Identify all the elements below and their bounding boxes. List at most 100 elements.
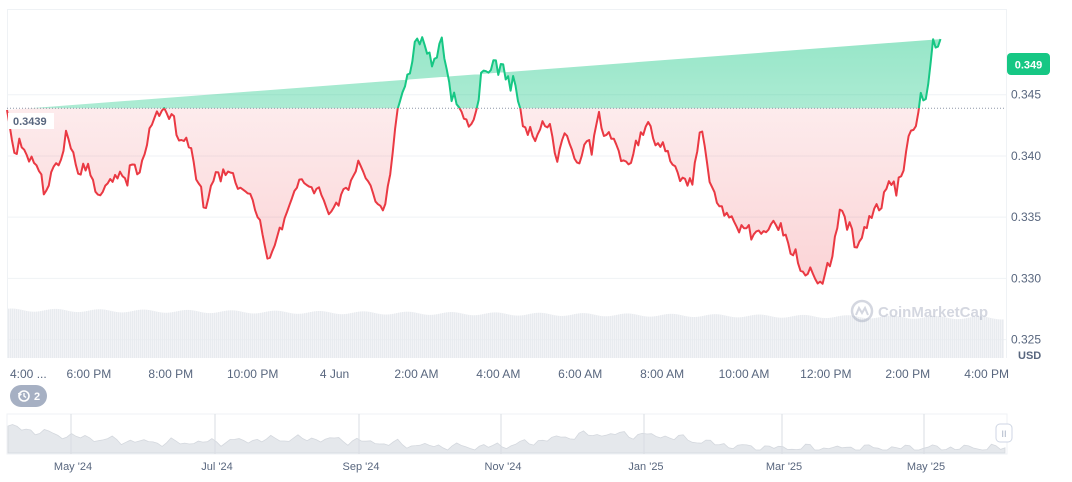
volume-bar bbox=[946, 317, 948, 358]
volume-bar bbox=[902, 317, 904, 358]
volume-bar bbox=[486, 313, 488, 358]
volume-bar bbox=[928, 316, 930, 358]
volume-bar bbox=[338, 314, 340, 358]
volume-bar bbox=[828, 317, 830, 358]
volume-bar bbox=[986, 317, 988, 358]
volume-bar bbox=[540, 312, 542, 358]
volume-bar bbox=[336, 313, 338, 358]
navigator-handle[interactable]: II bbox=[995, 423, 1013, 443]
volume-bar bbox=[660, 315, 662, 358]
volume-bar bbox=[158, 312, 160, 358]
volume-bar bbox=[778, 317, 780, 358]
range-navigator[interactable]: II May '24 Jul '24 Sep '24 Nov '24 Jan '25 Ma… bbox=[6, 413, 1013, 473]
volume-bar bbox=[824, 318, 826, 358]
volume-bar bbox=[530, 313, 532, 358]
volume-bar bbox=[658, 315, 660, 358]
volume-bar bbox=[760, 314, 762, 358]
volume-bar bbox=[652, 316, 654, 358]
volume-bar bbox=[260, 312, 262, 358]
navigator-handle-label[interactable]: II bbox=[1001, 429, 1006, 439]
volume-bar bbox=[918, 318, 920, 358]
volume-bar bbox=[950, 318, 952, 358]
volume-bar bbox=[862, 317, 864, 358]
volume-bar bbox=[534, 313, 536, 358]
volume-bar bbox=[52, 308, 54, 358]
volume-bar bbox=[332, 313, 334, 358]
volume-bar bbox=[290, 313, 292, 358]
volume-bar bbox=[892, 315, 894, 358]
volume-bar bbox=[100, 309, 102, 358]
volume-bar bbox=[484, 313, 486, 358]
volume-bar bbox=[506, 314, 508, 358]
volume-bar bbox=[528, 314, 530, 358]
volume-bar bbox=[88, 310, 90, 358]
volume-bar bbox=[274, 310, 276, 358]
volume-bar bbox=[12, 308, 14, 358]
volume-bar bbox=[612, 315, 614, 358]
volume-bar bbox=[184, 310, 186, 358]
volume-bar bbox=[64, 310, 66, 358]
volume-bar bbox=[246, 312, 248, 358]
volume-bar bbox=[378, 313, 380, 358]
volume-bar bbox=[374, 312, 376, 358]
price-lines bbox=[6, 36, 942, 285]
volume-bar bbox=[502, 313, 504, 358]
navigator-handle-knob[interactable] bbox=[995, 423, 1013, 443]
volume-bar bbox=[616, 314, 618, 358]
volume-bar bbox=[38, 311, 40, 358]
volume-bar bbox=[134, 310, 136, 358]
volume-bar bbox=[288, 312, 290, 358]
volume-bar bbox=[854, 316, 856, 358]
volume-bar bbox=[186, 309, 188, 358]
volume-bar bbox=[416, 312, 418, 358]
baseline-label-bg bbox=[8, 113, 54, 129]
volume-bar bbox=[460, 313, 462, 358]
events-badge[interactable]: 2 bbox=[10, 385, 47, 407]
volume-bar bbox=[642, 315, 644, 358]
volume-bar bbox=[48, 309, 50, 358]
volume-bar bbox=[252, 313, 254, 358]
volume-bar bbox=[788, 317, 790, 358]
volume-bar bbox=[948, 318, 950, 358]
volume-bar bbox=[454, 312, 456, 358]
volume-bar bbox=[398, 312, 400, 358]
volume-bar bbox=[216, 312, 218, 358]
y-tick-label: 0.325 bbox=[1011, 333, 1041, 347]
volume-bar bbox=[356, 311, 358, 358]
volume-bar bbox=[80, 311, 82, 358]
volume-bar bbox=[496, 312, 498, 358]
volume-bar bbox=[992, 318, 994, 358]
volume-bar bbox=[482, 314, 484, 358]
x-axis-ticks: 4:00 ... 6:00 PM 8:00 PM 10:00 PM 4 Jun 2:00 … bbox=[10, 367, 1009, 381]
volume-bar bbox=[988, 317, 990, 358]
volume-bar bbox=[500, 312, 502, 358]
volume-bar bbox=[626, 313, 628, 358]
volume-bar bbox=[610, 315, 612, 358]
volume-bar bbox=[150, 310, 152, 358]
volume-bar bbox=[418, 313, 420, 358]
volume-bar bbox=[208, 313, 210, 358]
area-above-baseline bbox=[30, 37, 941, 109]
volume-bar bbox=[798, 315, 800, 358]
volume-bar bbox=[910, 318, 912, 358]
volume-bar bbox=[898, 316, 900, 358]
volume-bar bbox=[222, 311, 224, 358]
volume-bar bbox=[676, 314, 678, 358]
y-tick-label: 0.330 bbox=[1011, 271, 1041, 285]
volume-bar bbox=[594, 314, 596, 358]
volume-bar bbox=[822, 317, 824, 358]
volume-bar bbox=[858, 316, 860, 358]
volume-bar bbox=[226, 310, 228, 358]
volume-bar bbox=[16, 308, 18, 358]
navigator-area bbox=[7, 424, 1006, 454]
volume-bar bbox=[998, 319, 1000, 358]
volume-bar bbox=[684, 315, 686, 358]
volume-bar bbox=[766, 315, 768, 358]
volume-bar bbox=[432, 314, 434, 358]
volume-bar bbox=[340, 314, 342, 358]
volume-bar bbox=[730, 316, 732, 358]
x-tick-label: 12:00 PM bbox=[800, 367, 851, 381]
volume-bar bbox=[686, 316, 688, 358]
